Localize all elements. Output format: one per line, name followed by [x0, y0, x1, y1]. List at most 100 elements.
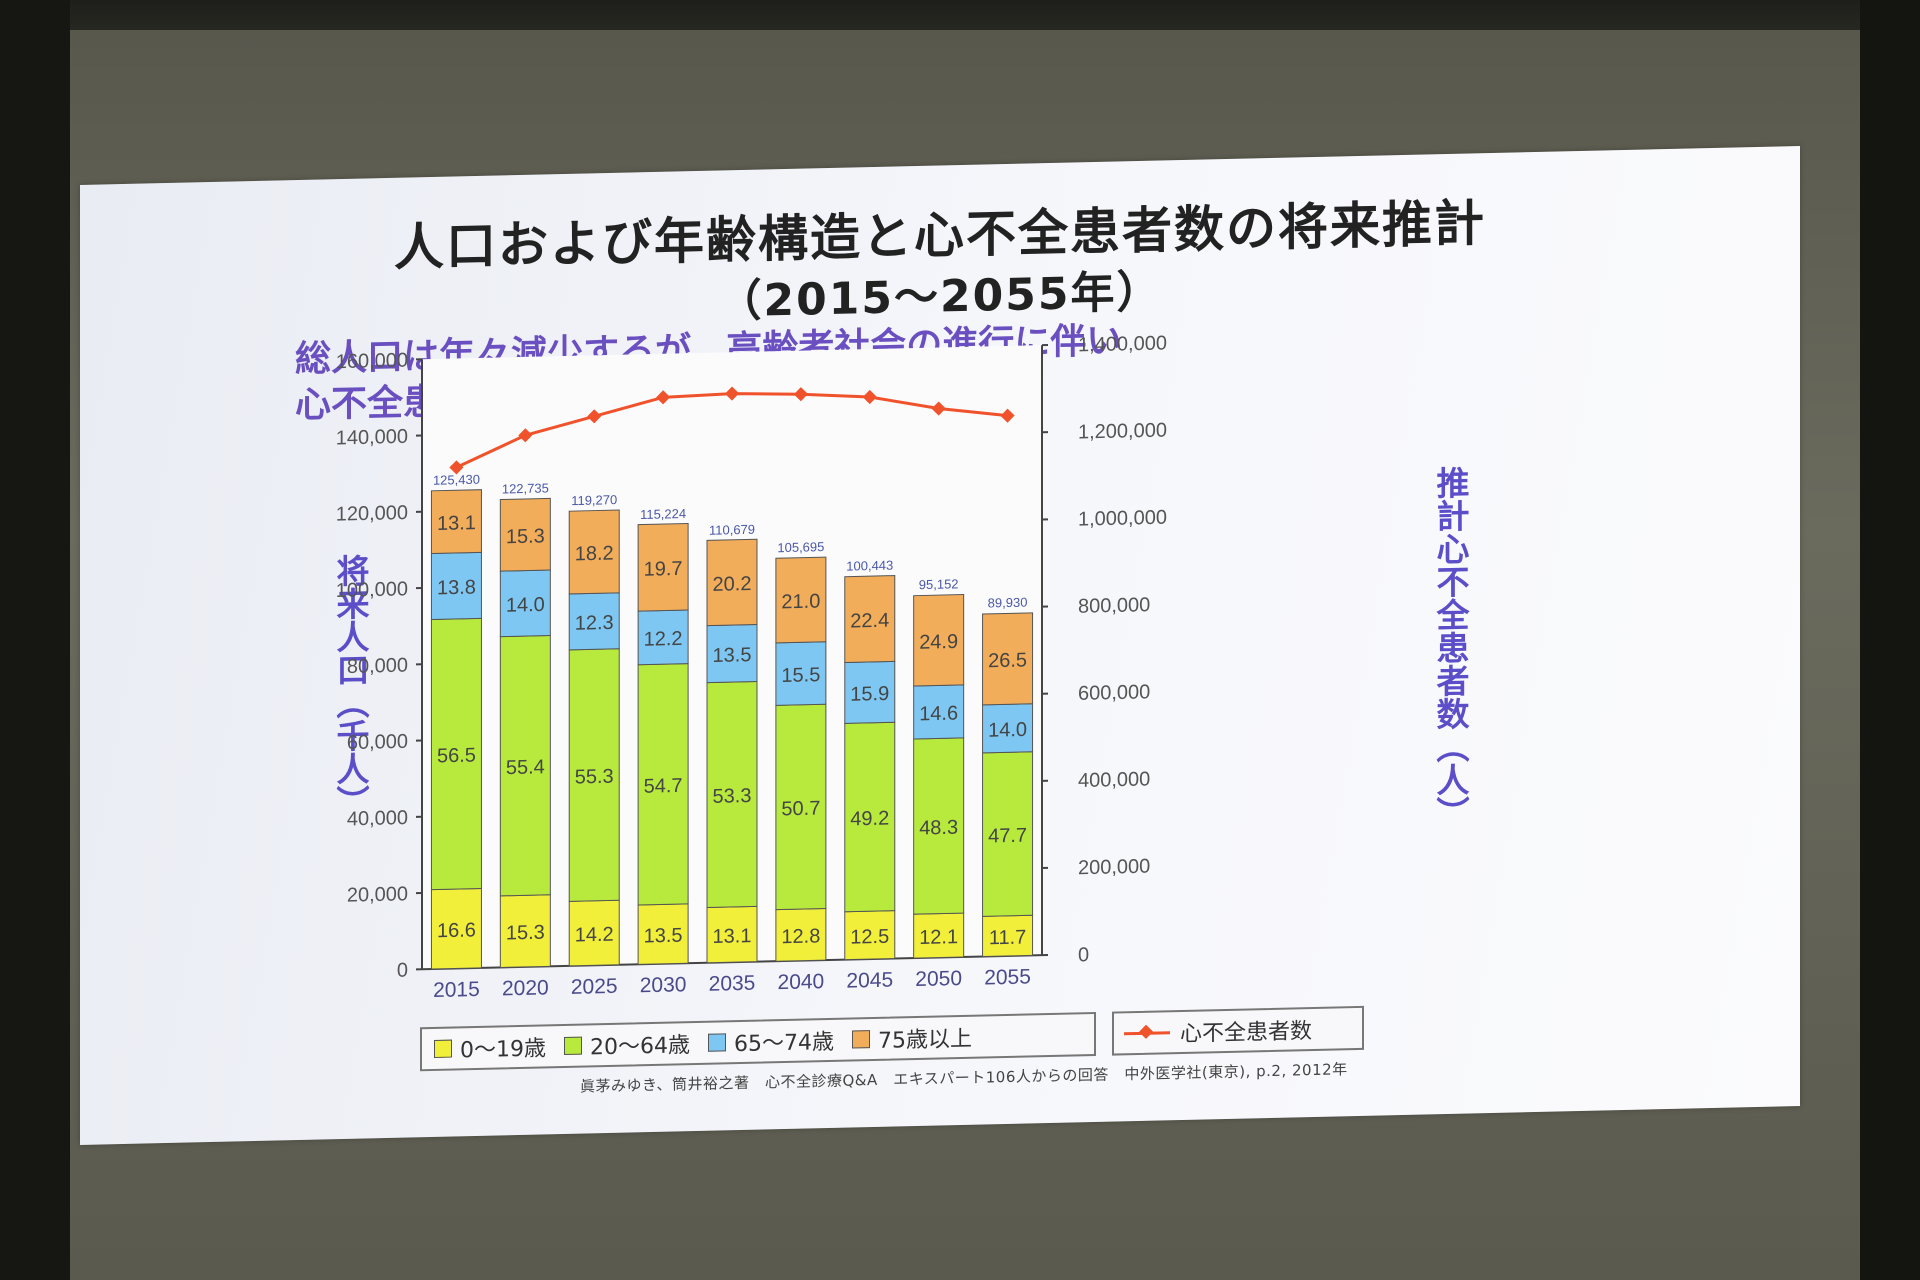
bar-segment-label: 14.2: [575, 924, 614, 947]
room-right-wall: [1860, 0, 1920, 1280]
y-left-tick-label: 100,000: [336, 578, 408, 602]
y-right-tick-label: 200,000: [1078, 856, 1150, 880]
bar-segment-label: 15.9: [850, 683, 889, 706]
bar-segment: [430, 489, 482, 554]
bar-segment-label: 13.1: [437, 512, 476, 535]
y-right-tick-label: 1,000,000: [1078, 507, 1167, 531]
heart-failure-point: [449, 460, 464, 475]
bar-segment-label: 12.5: [850, 926, 889, 949]
heart-failure-point: [587, 409, 602, 424]
heart-failure-point: [724, 386, 740, 401]
bar-segment: [982, 612, 1034, 706]
bar-segment-label: 20.2: [713, 573, 752, 596]
bar-segment-label: 24.9: [919, 631, 958, 654]
heart-failure-point: [518, 428, 533, 443]
legend-label-75-plus: 75歳以上: [878, 1026, 972, 1054]
bar-total-label: 100,443: [846, 558, 893, 574]
y-left-tick-label: 40,000: [347, 807, 408, 830]
bar-segment-label: 13.5: [644, 925, 683, 948]
bar-segment-label: 12.3: [575, 612, 614, 635]
bar-segment-label: 14.0: [988, 719, 1027, 742]
presentation-slide: 人口および年齢構造と心不全患者数の将来推計 （2015～2055年） 総人口は年…: [80, 145, 1800, 1145]
bar-segment-label: 48.3: [919, 817, 958, 840]
y-right-tick-label: 800,000: [1078, 594, 1150, 618]
bar-total-label: 115,224: [640, 506, 686, 522]
x-tick-label: 2045: [846, 969, 893, 993]
bar-segment-label: 49.2: [850, 808, 889, 831]
bar-segment: [913, 594, 965, 687]
bar-total-label: 110,679: [709, 522, 755, 538]
y-left-tick-label: 160,000: [336, 350, 408, 374]
bar-segment-label: 50.7: [781, 797, 820, 820]
legend-item-0-19: 0～19歳: [434, 1030, 546, 1065]
bar-segment-label: 12.2: [644, 628, 683, 651]
y-right-tick-label: 1,200,000: [1078, 419, 1167, 443]
bar-segment: [844, 575, 896, 663]
y-right-tick-label: 600,000: [1078, 681, 1150, 705]
legend-swatch-75-plus: [852, 1030, 870, 1049]
y-left-tick-label: 80,000: [347, 655, 408, 678]
x-tick-label: 2040: [778, 970, 825, 994]
heart-failure-point: [656, 390, 671, 405]
bar-segment-label: 47.7: [988, 825, 1027, 848]
bar-segment-label: 12.8: [781, 925, 820, 948]
bar-segment: [775, 556, 827, 644]
legend-label-heart-failure: 心不全患者数: [1180, 1019, 1313, 1048]
y-left-tick-label: 0: [397, 960, 408, 982]
bar-total-label: 89,930: [988, 595, 1028, 611]
bar-segment-label: 15.3: [506, 525, 545, 548]
bar-segment-label: 22.4: [850, 610, 889, 633]
bar-segment: [568, 509, 620, 595]
legend-item-75-plus: 75歳以上: [852, 1021, 972, 1056]
bar-total-label: 119,270: [571, 492, 617, 508]
y-left-tick-label: 60,000: [347, 731, 408, 754]
bar-segment-label: 15.5: [781, 664, 820, 687]
bar-segment-label: 21.0: [781, 591, 820, 614]
heart-failure-point: [793, 387, 808, 402]
legend-label-0-19: 0～19歳: [460, 1036, 546, 1064]
x-tick-label: 2020: [502, 976, 549, 1000]
legend-label-65-74: 65～74歳: [734, 1029, 834, 1058]
legend-item-65-74: 65～74歳: [708, 1024, 834, 1059]
bar-segment-label: 55.3: [575, 766, 614, 789]
legend-item-20-64: 20～64歳: [564, 1027, 690, 1062]
x-tick-label: 2050: [915, 967, 962, 991]
legend-swatch-heart-failure: [1124, 1024, 1170, 1041]
bar-segment-label: 19.7: [644, 558, 683, 581]
heart-failure-point: [931, 401, 946, 416]
bar-segment-label: 26.5: [988, 649, 1027, 672]
x-tick-label: 2025: [571, 975, 618, 999]
bar-segment-label: 56.5: [437, 745, 476, 768]
bar-segment-label: 13.1: [713, 925, 752, 948]
bar-segment-label: 13.8: [437, 576, 476, 599]
bar-segment-label: 14.6: [919, 702, 958, 725]
bar-total-label: 95,152: [919, 576, 959, 592]
room-left-wall: [0, 0, 70, 1280]
y-right-tick-label: 0: [1078, 944, 1089, 966]
legend-swatch-65-74: [708, 1033, 726, 1052]
bar-segment: [706, 538, 758, 627]
bar-segment-label: 14.0: [506, 594, 545, 617]
legend-label-20-64: 20～64歳: [590, 1033, 690, 1061]
y-left-tick-label: 140,000: [336, 426, 408, 450]
bar-total-label: 105,695: [777, 539, 824, 555]
bar-segment-label: 11.7: [989, 926, 1026, 949]
x-tick-label: 2055: [984, 965, 1031, 989]
x-tick-label: 2015: [433, 978, 480, 1002]
bar-segment-label: 13.5: [713, 644, 752, 667]
heart-failure-point: [862, 389, 877, 405]
x-tick-label: 2035: [709, 972, 756, 996]
y-left-tick-label: 20,000: [347, 883, 408, 906]
bar-segment-label: 16.6: [437, 919, 476, 942]
bar-segment-label: 53.3: [713, 785, 752, 808]
bar-segment: [637, 522, 689, 612]
legend-swatch-0-19: [434, 1039, 452, 1058]
bar-total-label: 125,430: [433, 472, 480, 488]
chart-legend-line: 心不全患者数: [1112, 1005, 1364, 1056]
bar-segment-label: 12.1: [919, 926, 958, 949]
bar-segment-label: 55.4: [506, 756, 545, 779]
bar-segment: [499, 497, 551, 572]
heart-failure-point: [1000, 408, 1015, 423]
y-right-tick-label: 400,000: [1078, 768, 1150, 792]
y-left-tick-label: 120,000: [336, 502, 408, 526]
